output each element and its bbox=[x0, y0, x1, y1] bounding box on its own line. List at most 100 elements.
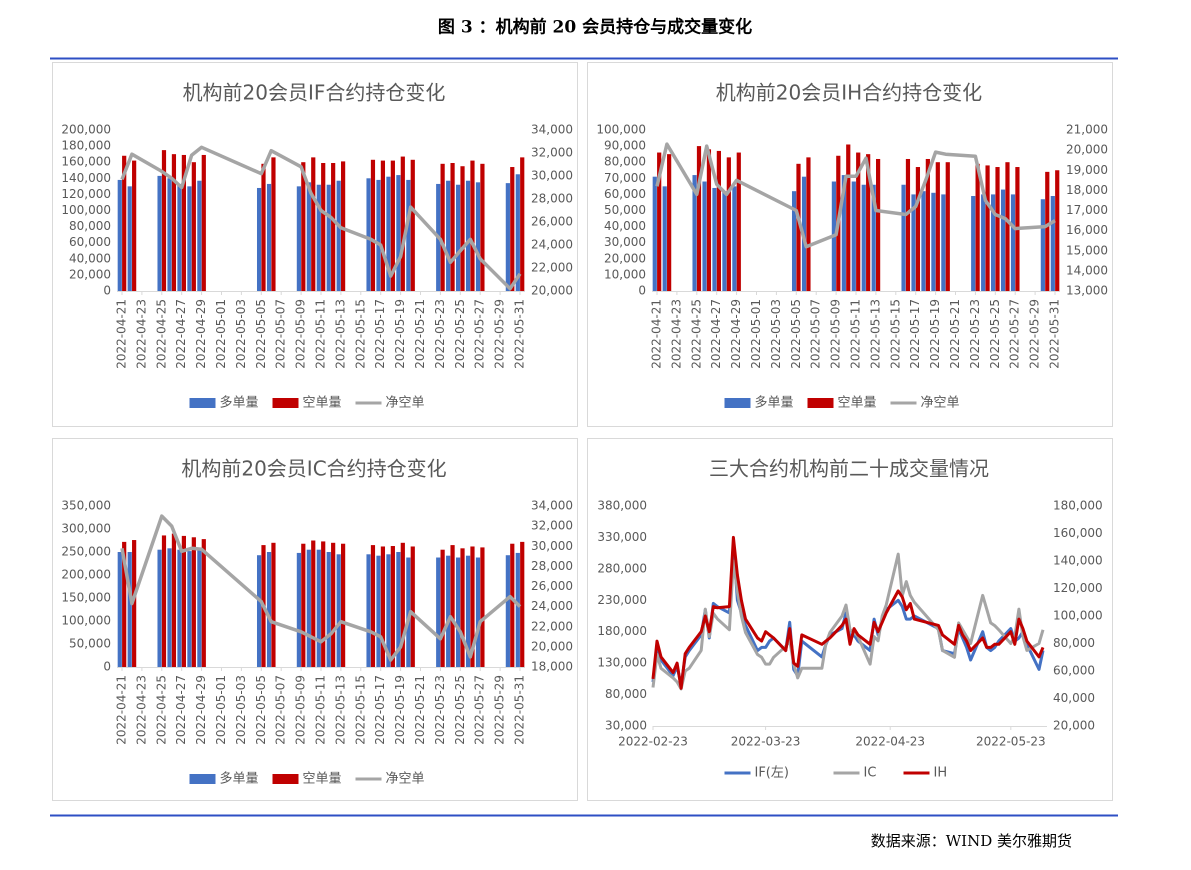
bar bbox=[696, 146, 702, 291]
y-tick-label: 280,000 bbox=[597, 561, 647, 575]
bar bbox=[376, 555, 381, 667]
line bbox=[120, 145, 522, 291]
x-tick-label: 2022-05-05 bbox=[254, 299, 268, 369]
x-tick-label: 2022-03-23 bbox=[731, 735, 801, 749]
x-tick-label: 2022-05-07 bbox=[274, 675, 288, 745]
bar bbox=[722, 191, 727, 291]
y2-tick-label: 34,000 bbox=[531, 123, 573, 137]
x-tick-label: 2022-05-11 bbox=[849, 299, 863, 369]
line bbox=[120, 514, 522, 662]
x-tick-label: 2022-04-23 bbox=[134, 299, 148, 369]
bar bbox=[306, 182, 311, 291]
bar bbox=[181, 154, 186, 291]
y-tick-label: 120,000 bbox=[61, 187, 111, 201]
bar bbox=[515, 174, 520, 291]
bar bbox=[475, 557, 481, 667]
x-tick-label: 2022-05-31 bbox=[513, 299, 527, 369]
y-tick-label: 60,000 bbox=[69, 235, 111, 249]
bar bbox=[157, 175, 162, 291]
bar bbox=[122, 541, 127, 667]
bar bbox=[465, 180, 471, 291]
x-tick-label: 2022-05-25 bbox=[453, 675, 467, 745]
legend-swatch bbox=[807, 398, 834, 408]
y-tick-label: 100,000 bbox=[596, 123, 646, 137]
y-tick-label: 0 bbox=[103, 660, 111, 674]
x-tick-label: 2022-04-29 bbox=[194, 299, 208, 369]
x-tick-label: 2022-05-11 bbox=[314, 299, 328, 369]
bar bbox=[470, 546, 475, 667]
y2-tick-label: 28,000 bbox=[531, 192, 573, 206]
y2-tick-label: 180,000 bbox=[1053, 499, 1103, 513]
bar bbox=[380, 160, 386, 291]
y2-tick-label: 80,000 bbox=[1053, 636, 1095, 650]
bar bbox=[520, 541, 525, 667]
x-tick-label: 2022-02-23 bbox=[618, 735, 688, 749]
y-tick-label: 70,000 bbox=[604, 171, 646, 185]
bar bbox=[157, 549, 162, 667]
x-tick-label: 2022-05-05 bbox=[254, 675, 268, 745]
y-tick-label: 50,000 bbox=[604, 203, 646, 217]
bar bbox=[117, 552, 122, 667]
x-tick-label: 2022-05-03 bbox=[234, 675, 248, 745]
bar bbox=[515, 552, 520, 667]
x-tick-label: 2022-05-13 bbox=[333, 675, 347, 745]
x-tick-label: 2022-04-27 bbox=[174, 675, 188, 745]
y2-tick-label: 28,000 bbox=[531, 559, 573, 573]
bar bbox=[985, 165, 990, 291]
bar bbox=[177, 549, 182, 667]
y2-tick-label: 32,000 bbox=[531, 146, 573, 160]
legend-label: 多单量 bbox=[220, 771, 259, 787]
bar bbox=[652, 176, 657, 291]
y2-tick-label: 30,000 bbox=[531, 169, 573, 183]
bar bbox=[901, 184, 906, 291]
bar bbox=[1055, 170, 1060, 291]
x-tick-label: 2022-05-09 bbox=[294, 299, 308, 369]
x-tick-label: 2022-04-23 bbox=[669, 299, 683, 369]
bar bbox=[296, 186, 301, 291]
bar bbox=[326, 184, 331, 291]
bar bbox=[796, 163, 801, 291]
bar bbox=[326, 552, 331, 667]
bar bbox=[921, 191, 926, 291]
y2-tick-label: 20,000 bbox=[1053, 719, 1095, 733]
bar bbox=[396, 552, 401, 667]
panel bbox=[587, 438, 1113, 801]
bar bbox=[167, 548, 172, 667]
y-tick-label: 160,000 bbox=[61, 155, 111, 169]
y-tick-label: 180,000 bbox=[61, 139, 111, 153]
line bbox=[651, 535, 1045, 690]
bar bbox=[876, 158, 881, 291]
y-tick-label: 30,000 bbox=[605, 719, 647, 733]
x-tick-label: 2022-05-17 bbox=[373, 299, 387, 369]
bar bbox=[841, 175, 846, 291]
x-tick-label: 2022-05-03 bbox=[769, 299, 783, 369]
bar bbox=[510, 543, 515, 667]
bar bbox=[311, 157, 316, 291]
bar bbox=[706, 149, 712, 291]
bar bbox=[336, 180, 341, 291]
y-tick-label: 20,000 bbox=[604, 251, 646, 265]
bar bbox=[1040, 199, 1045, 291]
y2-tick-label: 24,000 bbox=[531, 238, 573, 252]
y2-tick-label: 17,000 bbox=[1066, 203, 1108, 217]
bar bbox=[791, 191, 797, 291]
bar bbox=[177, 183, 182, 291]
y2-tick-label: 19,000 bbox=[1066, 163, 1108, 177]
bar bbox=[161, 535, 167, 667]
y2-tick-label: 40,000 bbox=[1053, 691, 1095, 705]
bar bbox=[410, 159, 415, 291]
bar bbox=[167, 178, 172, 291]
bar bbox=[400, 156, 405, 291]
bar bbox=[941, 194, 946, 291]
y-tick-label: 0 bbox=[103, 284, 111, 298]
bar bbox=[321, 541, 326, 667]
bar bbox=[1000, 189, 1006, 291]
legend-label: IC bbox=[864, 766, 877, 781]
x-tick-label: 2022-04-23 bbox=[855, 735, 925, 749]
x-tick-label: 2022-05-15 bbox=[353, 299, 367, 369]
y-tick-label: 100,000 bbox=[61, 614, 111, 628]
x-tick-label: 2022-05-21 bbox=[413, 675, 427, 745]
bar bbox=[390, 160, 395, 291]
bar bbox=[450, 163, 455, 291]
